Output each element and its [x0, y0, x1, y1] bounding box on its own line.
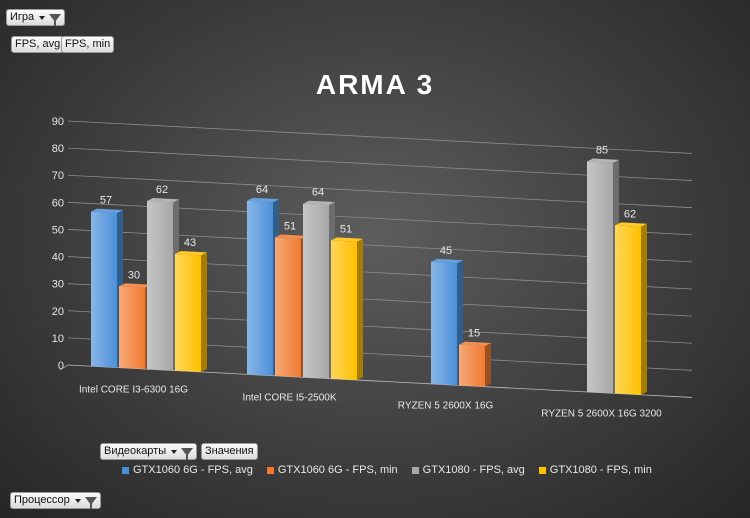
- y-tick-label: 0: [58, 360, 64, 372]
- legend-item: GTX1080 - FPS, avg: [411, 464, 525, 476]
- values-field-fps-min[interactable]: FPS, min: [61, 36, 115, 53]
- bar-top: [303, 200, 335, 206]
- bar-top: [247, 197, 279, 203]
- dropdown-arrow-icon: [74, 498, 81, 503]
- data-label: 30: [128, 269, 140, 281]
- processor-filter-button[interactable]: Процессор: [10, 492, 101, 509]
- y-tick-label: 90: [52, 116, 64, 128]
- bar: [91, 211, 117, 368]
- legend-label: GTX1080 - FPS, min: [549, 464, 652, 476]
- legend-item: GTX1060 6G - FPS, avg: [122, 464, 253, 476]
- legend-label: GTX1060 6G - FPS, min: [277, 464, 398, 476]
- game-filter-label: Игра: [10, 11, 35, 23]
- y-tick-label: 10: [52, 333, 64, 345]
- y-tick-label: 80: [52, 143, 64, 155]
- legend-label: GTX1080 - FPS, avg: [422, 464, 525, 476]
- chart-legend: GTX1060 6G - FPS, avg GTX1060 6G - FPS, m…: [122, 464, 652, 476]
- data-label: 43: [184, 237, 196, 249]
- y-tick-label: 20: [52, 306, 64, 318]
- y-tick-label: 50: [52, 224, 64, 236]
- y-tick-label: 70: [52, 170, 64, 182]
- chart-title: ARMA 3: [316, 69, 434, 100]
- bar: [587, 161, 613, 394]
- videocards-filter-label: Видеокарты: [104, 445, 167, 457]
- x-tick-label: Intel CORE I5-2500K: [243, 393, 337, 404]
- x-tick-label: Intel CORE I3-6300 16G: [79, 384, 188, 395]
- axis-edge: [59, 364, 69, 371]
- bar: [147, 201, 173, 371]
- data-label: 57: [100, 195, 112, 207]
- bar-top: [119, 283, 151, 288]
- legend-item: GTX1080 - FPS, min: [538, 464, 652, 476]
- y-tick-label: 40: [52, 252, 64, 264]
- gridline: [67, 120, 693, 154]
- values-button[interactable]: Значения: [201, 443, 258, 460]
- legend-swatch: [266, 466, 274, 474]
- bar: [431, 261, 457, 386]
- x-tick-label: RYZEN 5 2600X 16G 3200: [541, 409, 662, 420]
- bar: [331, 240, 357, 381]
- values-field-label: FPS, avg: [15, 38, 61, 50]
- bar-top: [91, 208, 123, 214]
- bar-top: [275, 234, 307, 239]
- filter-funnel-icon: [49, 13, 62, 26]
- bar-side: [641, 223, 647, 395]
- values-field-fps-avg[interactable]: FPS, avg: [11, 36, 65, 53]
- data-label: 51: [340, 223, 352, 235]
- data-label: 15: [468, 328, 480, 340]
- bar: [175, 253, 201, 372]
- y-tick-label: 60: [52, 197, 64, 209]
- x-tick-label: RYZEN 5 2600X 16G: [398, 401, 494, 412]
- bar: [275, 237, 301, 378]
- data-label: 51: [284, 220, 296, 232]
- legend-swatch: [411, 466, 419, 474]
- values-field-label: FPS, min: [65, 38, 111, 50]
- bar: [615, 225, 641, 395]
- legend-item: GTX1060 6G - FPS, min: [266, 464, 398, 476]
- data-label: 62: [156, 184, 168, 196]
- dropdown-arrow-icon: [39, 15, 46, 20]
- game-filter-button[interactable]: Игра: [6, 9, 66, 26]
- videocards-filter-button[interactable]: Видеокарты: [100, 443, 198, 460]
- bar-top: [331, 237, 363, 242]
- bar: [247, 200, 273, 376]
- legend-swatch: [538, 466, 546, 474]
- bar: [303, 203, 329, 379]
- legend-label: GTX1060 6G - FPS, avg: [133, 464, 253, 476]
- data-label: 64: [312, 187, 324, 199]
- bar-side: [485, 343, 491, 387]
- bar-top: [431, 258, 463, 264]
- bar-top: [147, 198, 179, 203]
- bar-side: [201, 252, 207, 372]
- bar-top: [615, 222, 647, 227]
- y-tick-label: 30: [52, 279, 64, 291]
- data-label: 62: [624, 208, 636, 220]
- processor-filter-label: Процессор: [14, 494, 70, 506]
- filter-funnel-icon: [84, 496, 97, 509]
- data-label: 64: [256, 184, 268, 196]
- data-label: 45: [440, 245, 452, 257]
- values-button-label: Значения: [205, 445, 254, 457]
- filter-funnel-icon: [181, 447, 194, 460]
- bar-side: [357, 238, 363, 381]
- bar-top: [175, 250, 207, 256]
- bar-top: [459, 341, 491, 347]
- dropdown-arrow-icon: [171, 449, 178, 454]
- bar-top: [587, 158, 619, 163]
- legend-swatch: [122, 466, 129, 474]
- bar: [459, 344, 485, 387]
- data-label: 85: [596, 145, 608, 157]
- bar: [119, 286, 145, 370]
